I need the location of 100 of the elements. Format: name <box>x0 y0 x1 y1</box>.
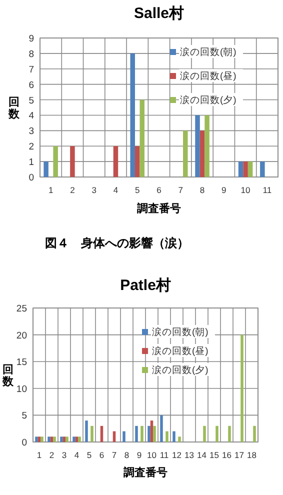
x-tick-label: 3 <box>62 450 67 460</box>
legend-label: 涙の回数(朝) <box>180 46 236 58</box>
x-tick-label: 9 <box>222 185 227 195</box>
x-axis-title: 調査番号 <box>137 202 181 215</box>
x-tick-label: 11 <box>262 185 272 195</box>
x-tick-label: 12 <box>172 450 182 460</box>
x-tick-label: 3 <box>92 185 97 195</box>
bar <box>134 146 140 177</box>
y-tick-label: 1 <box>28 157 34 168</box>
bar <box>40 436 44 442</box>
bar <box>160 415 163 442</box>
x-tick-label: 7 <box>178 185 184 195</box>
x-tick-label: 17 <box>234 450 244 460</box>
x-tick-label: 4 <box>74 450 80 460</box>
x-tick-label: 16 <box>222 450 232 460</box>
bar <box>228 426 231 442</box>
bar <box>72 436 76 442</box>
bar <box>203 426 206 442</box>
bar <box>130 53 135 177</box>
x-tick-label: 4 <box>113 185 118 195</box>
bar <box>122 431 126 442</box>
y-axis-title: 回数 <box>2 364 14 388</box>
bar <box>200 130 205 177</box>
y-tick-label: 2 <box>28 142 34 153</box>
x-tick-label: 2 <box>70 185 76 195</box>
chart-title: Patle村 <box>120 277 171 294</box>
x-tick-label: 7 <box>112 450 117 460</box>
x-tick-label: 14 <box>197 450 207 460</box>
y-tick-label: 9 <box>28 34 34 44</box>
y-tick-label: 8 <box>28 48 34 60</box>
y-tick-label: 3 <box>28 126 34 138</box>
x-tick-label: 11 <box>160 450 169 460</box>
x-tick-label: 13 <box>184 450 194 460</box>
x-tick-label: 10 <box>147 450 157 460</box>
x-tick-label: 1 <box>48 185 54 195</box>
legend-label: 涙の回数(夕) <box>152 364 208 376</box>
x-tick-label: 2 <box>49 450 54 460</box>
bar <box>53 436 56 442</box>
bar <box>248 162 253 177</box>
bar <box>260 162 265 177</box>
x-tick-label: 6 <box>156 185 162 195</box>
bar <box>113 146 118 177</box>
y-tick-label: 10 <box>16 384 27 395</box>
bar <box>140 426 144 442</box>
x-tick-label: 15 <box>210 450 220 460</box>
bar <box>35 436 38 442</box>
bar <box>78 436 81 442</box>
y-tick-label: 4 <box>28 110 34 122</box>
x-tick-label: 5 <box>86 450 92 460</box>
bar <box>166 431 168 442</box>
chart-title: Salle村 <box>134 5 184 22</box>
x-tick-label: 18 <box>247 450 257 460</box>
x-tick-label: 6 <box>99 450 104 460</box>
bar <box>204 115 210 177</box>
y-tick-label: 0 <box>28 172 34 184</box>
bar <box>178 436 181 442</box>
x-tick-label: 10 <box>240 185 251 195</box>
y-tick-label: 5 <box>22 410 27 422</box>
y-tick-label: 15 <box>16 357 27 368</box>
x-tick-label: 1 <box>36 450 42 460</box>
legend-label: 涙の回数(昼) <box>152 345 208 357</box>
y-tick-label: 6 <box>28 80 34 91</box>
bar <box>60 436 63 442</box>
caption: 図４ 身体への影響（涙） <box>45 236 189 250</box>
y-tick-label: 0 <box>22 438 27 448</box>
bar <box>44 162 48 177</box>
x-tick-label: 8 <box>124 450 130 460</box>
bar <box>50 436 54 442</box>
y-tick-label: 20 <box>16 330 27 342</box>
bar <box>62 436 66 442</box>
bar <box>253 426 256 442</box>
bar <box>183 130 188 177</box>
bar <box>135 426 138 442</box>
x-axis-title: 調査番号 <box>124 466 168 479</box>
bar <box>75 436 78 442</box>
legend-label: 涙の回数(夕) <box>180 94 236 106</box>
bar <box>153 426 156 442</box>
bar <box>172 431 176 442</box>
bar <box>85 420 88 442</box>
bar <box>240 334 244 442</box>
bar <box>70 146 75 177</box>
y-axis-title: 回数 <box>8 96 20 120</box>
x-tick-label: 9 <box>136 450 142 460</box>
bar <box>140 100 145 177</box>
bar <box>90 426 94 442</box>
bar <box>66 436 68 442</box>
bar <box>38 436 41 442</box>
legend-label: 涙の回数(昼) <box>180 70 236 82</box>
bar <box>238 162 244 177</box>
bar <box>100 426 104 442</box>
bar <box>53 146 58 177</box>
bar <box>195 115 200 177</box>
y-tick-label: 7 <box>28 64 34 76</box>
bar <box>243 162 248 177</box>
x-tick-label: 5 <box>134 185 140 195</box>
bar <box>216 426 218 442</box>
bar <box>148 426 150 442</box>
y-tick-label: 25 <box>16 304 27 314</box>
bar <box>48 436 50 442</box>
x-tick-label: 8 <box>200 185 205 195</box>
